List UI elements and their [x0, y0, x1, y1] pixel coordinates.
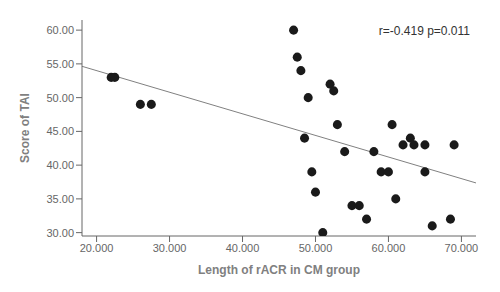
svg-text:55.00: 55.00: [46, 58, 74, 70]
svg-text:30.00: 30.00: [46, 227, 74, 239]
svg-text:Length of rACR in CM group: Length of rACR in CM group: [198, 263, 360, 277]
svg-text:70.000: 70.000: [445, 242, 479, 254]
svg-text:20.000: 20.000: [80, 242, 114, 254]
svg-text:30.000: 30.000: [153, 242, 187, 254]
svg-text:60.00: 60.00: [46, 24, 74, 36]
svg-text:Score of TAI: Score of TAI: [18, 93, 32, 163]
html-text:r=-0.419 p=0.011: r=-0.419 p=0.011: [378, 24, 470, 38]
svg-text:40.000: 40.000: [226, 242, 260, 254]
svg-text:45.00: 45.00: [46, 125, 74, 137]
svg-text:40.00: 40.00: [46, 159, 74, 171]
svg-text:50.00: 50.00: [46, 92, 74, 104]
svg-text:60.000: 60.000: [372, 242, 406, 254]
svg-text:50.000: 50.000: [299, 242, 333, 254]
svg-text:35.00: 35.00: [46, 193, 74, 205]
